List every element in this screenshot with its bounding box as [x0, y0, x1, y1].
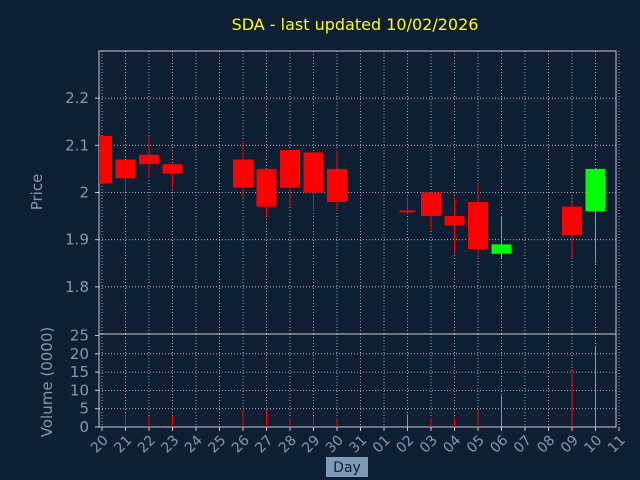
candle-body: [491, 244, 512, 254]
candle-body: [115, 159, 136, 179]
volume-tick-label: 0: [79, 418, 89, 436]
volume-tick-label: 25: [70, 327, 89, 345]
candle-body: [303, 152, 324, 193]
candle: [303, 152, 324, 212]
price-tick-label: 1.9: [65, 231, 89, 249]
price-y-ticks: 1.8 1.9 2 2.1 2.2: [65, 89, 99, 296]
candle-body: [468, 201, 488, 250]
x-tick-label: 08: [534, 433, 558, 457]
volume-plot-area: [98, 333, 617, 428]
chart-title: SDA - last updated 10/02/2026: [232, 15, 479, 34]
volume-tick-label: 15: [70, 363, 89, 381]
candle: [233, 140, 253, 198]
x-tick-label: 07: [511, 433, 535, 457]
x-tick-label: 09: [558, 433, 582, 457]
volume-tick-label: 10: [70, 381, 89, 399]
volume-axis-label: Volume (0000): [38, 327, 56, 437]
price-gridlines: [99, 51, 620, 334]
x-tick-label: 02: [393, 433, 417, 457]
candle-body: [233, 159, 253, 188]
x-tick-label: 28: [276, 433, 300, 457]
candle: [562, 201, 582, 259]
x-tick-label: 27: [252, 433, 276, 457]
candle: [585, 168, 606, 264]
x-tick-label: 25: [205, 433, 229, 457]
candle: [444, 197, 465, 254]
x-tick-label: 11: [605, 433, 629, 457]
x-axis-label-backdrop: [326, 457, 368, 477]
candle: [139, 135, 159, 179]
candle-body: [99, 135, 112, 184]
x-tick-label: 06: [487, 432, 511, 456]
volume-tick-label: 20: [70, 345, 89, 363]
candle-body: [256, 168, 277, 207]
candle-body: [562, 206, 582, 235]
candle-body: [327, 168, 347, 202]
candle: [256, 168, 277, 217]
x-tick-label: 20: [88, 433, 112, 457]
candle: [421, 192, 441, 231]
x-tick-label: 31: [346, 433, 370, 457]
volume-tick-label: 5: [79, 400, 89, 418]
price-tick-label: 1.8: [65, 278, 89, 296]
x-tick-label: 24: [182, 432, 206, 456]
x-tick-label: 21: [111, 433, 135, 457]
candle: [162, 164, 183, 188]
candle: [327, 150, 347, 212]
x-tick-label: 10: [581, 433, 605, 457]
candle: [280, 150, 300, 207]
price-tick-label: 2: [79, 184, 89, 202]
x-tick-label: 01: [370, 433, 394, 457]
candle-body: [280, 150, 300, 188]
x-tick-label: 22: [135, 433, 159, 457]
x-tick-label: 23: [158, 433, 182, 457]
x-tick-label: 04: [440, 432, 464, 456]
candle: [399, 197, 416, 214]
price-tick-label: 2.1: [65, 136, 89, 154]
price-axis-label: Price: [28, 174, 46, 211]
price-panel: 1.8 1.9 2 2.1 2.2 Price: [28, 50, 620, 335]
volume-bars: [125, 346, 596, 427]
candle: [115, 159, 136, 193]
x-tick-label: 05: [464, 433, 488, 457]
candle-body: [421, 192, 441, 217]
x-axis-ticks: 20 21 22 23 24 25 26 27 28 29 30 31 01 02 03 04 05 06 07 08…: [88, 427, 629, 456]
volume-gridlines: [99, 334, 620, 427]
x-tick-label: 26: [229, 432, 253, 456]
candle: [468, 183, 488, 259]
candle: [491, 216, 512, 259]
candle-body: [162, 164, 183, 174]
candle: [99, 135, 112, 184]
x-tick-label: 30: [323, 433, 347, 457]
x-axis-label: Day: [333, 460, 361, 476]
x-tick-label: 29: [299, 433, 323, 457]
candle-body: [139, 154, 159, 165]
x-tick-label: 03: [417, 433, 441, 457]
price-tick-label: 2.2: [65, 89, 89, 107]
candles: [99, 135, 606, 264]
candle-body: [585, 168, 606, 212]
candle-body: [444, 216, 465, 226]
